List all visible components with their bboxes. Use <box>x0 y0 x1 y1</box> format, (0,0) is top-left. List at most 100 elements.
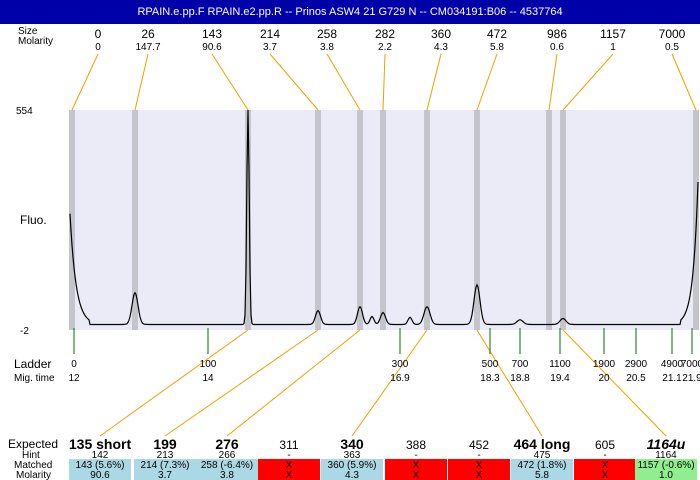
peak-molarity-label: 90.6 <box>202 42 222 53</box>
hint-label: - <box>603 450 606 461</box>
peak-molarity-label: 2.2 <box>378 42 392 53</box>
matched-label: 258 (-6.4%) <box>201 460 253 471</box>
peak-size-label: 258 <box>317 27 337 41</box>
matched-label: X <box>476 460 483 471</box>
peak-band <box>424 110 430 330</box>
molarity-label: X <box>413 470 420 480</box>
peak-connector-line <box>134 53 149 111</box>
hint-label: 1164 <box>655 450 677 461</box>
matched-label: X <box>286 460 293 471</box>
peak-connector-line <box>671 53 697 111</box>
matched-label: X <box>602 460 609 471</box>
molarity-label: X <box>286 470 293 480</box>
matched-label: 1157 (-0.6%) <box>637 460 694 471</box>
peak-band <box>380 110 386 330</box>
ladder-size-label: 4900 <box>661 359 684 370</box>
hint-label: - <box>414 450 417 461</box>
peak-connector-line <box>71 53 99 111</box>
ladder-time-label: 20.5 <box>626 373 646 384</box>
ladder-size-label: 300 <box>392 359 409 370</box>
peak-connector-line <box>211 53 249 111</box>
expected-label: 452 <box>469 438 489 452</box>
peak-size-label: 0 <box>95 27 102 41</box>
peak-molarity-label: 0 <box>95 42 101 53</box>
matched-label: 360 (5.9%) <box>328 460 377 471</box>
ladder-time-label: 21.1 <box>662 373 682 384</box>
molarity-label: 90.6 <box>90 470 110 480</box>
molarity-label: 4.3 <box>345 470 359 480</box>
peak-connector-line <box>269 53 319 111</box>
ladder-time-label: 12 <box>68 373 80 384</box>
peak-connector-line <box>548 53 558 111</box>
hint-label: - <box>477 450 480 461</box>
y-max-label: 554 <box>16 106 33 117</box>
molarity-label: 5.8 <box>535 470 549 480</box>
match-cell <box>511 459 573 480</box>
peak-connector-line <box>562 53 614 111</box>
expected-label: 464 long <box>514 436 571 452</box>
ladder-time-label: 16.9 <box>390 373 410 384</box>
hint-label: 475 <box>534 450 551 461</box>
peak-size-label: 282 <box>375 27 395 41</box>
hint-label: 213 <box>157 450 174 461</box>
peak-band <box>560 110 566 330</box>
match-connector-line <box>562 329 667 437</box>
match-cell <box>134 459 196 480</box>
molarity-row-label-bottom: Molarity <box>16 470 51 480</box>
size-row-label: Size <box>18 26 38 37</box>
peak-molarity-label: 3.8 <box>320 42 334 53</box>
peak-molarity-label: 147.7 <box>135 42 160 53</box>
ladder-time-label: 18.8 <box>510 373 530 384</box>
molarity-label: 3.8 <box>220 470 234 480</box>
expected-label: 199 <box>153 436 177 452</box>
ladder-size-label: 500 <box>482 359 499 370</box>
peak-connector-line <box>476 53 498 111</box>
ladder-time-label: 21.9 <box>682 373 700 384</box>
peak-molarity-label: 4.3 <box>434 42 448 53</box>
ladder-size-label: 1900 <box>593 359 616 370</box>
match-connector-line <box>99 329 249 437</box>
hint-label: 363 <box>344 450 361 461</box>
peak-molarity-label: 3.7 <box>263 42 277 53</box>
expected-row-label: Expected <box>8 437 58 451</box>
matched-label: 472 (1.8%) <box>518 460 567 471</box>
peak-size-label: 26 <box>141 27 155 41</box>
peak-size-label: 1157 <box>600 27 626 41</box>
hint-label: 266 <box>219 450 236 461</box>
molarity-label: X <box>476 470 483 480</box>
y-min-label: -2 <box>20 326 29 337</box>
expected-label: 1164u <box>647 436 686 452</box>
peak-size-label: 143 <box>202 27 222 41</box>
match-connector-line <box>351 329 428 437</box>
expected-label: 276 <box>215 436 239 452</box>
peak-band <box>357 110 363 330</box>
ladder-size-label: 100 <box>200 359 217 370</box>
peak-band <box>69 110 75 330</box>
match-connector-line <box>164 329 319 437</box>
match-cell <box>635 459 697 480</box>
peak-band <box>474 110 480 330</box>
expected-label: 135 short <box>69 436 132 452</box>
peak-molarity-label: 0.5 <box>665 42 679 53</box>
peak-molarity-label: 0.6 <box>550 42 564 53</box>
match-cell <box>574 459 636 480</box>
peak-size-label: 986 <box>547 27 567 41</box>
match-cell <box>321 459 383 480</box>
peak-size-label: 214 <box>260 27 280 41</box>
migtime-row-label: Mig. time <box>14 373 55 384</box>
ladder-size-label: 2900 <box>625 359 648 370</box>
match-connector-line <box>476 329 543 437</box>
peak-band <box>245 110 251 330</box>
peak-molarity-label: 5.8 <box>490 42 504 53</box>
molarity-row-label: Molarity <box>18 36 53 47</box>
matched-label: X <box>413 460 420 471</box>
peak-band <box>546 110 552 330</box>
expected-label: 605 <box>595 438 615 452</box>
peak-connector-line <box>426 53 442 111</box>
peak-molarity-label: 1 <box>610 42 616 53</box>
ladder-size-label: 0 <box>71 359 77 370</box>
match-cell <box>258 459 320 480</box>
match-cell <box>385 459 447 480</box>
match-cell <box>69 459 131 480</box>
molarity-label: 3.7 <box>158 470 172 480</box>
